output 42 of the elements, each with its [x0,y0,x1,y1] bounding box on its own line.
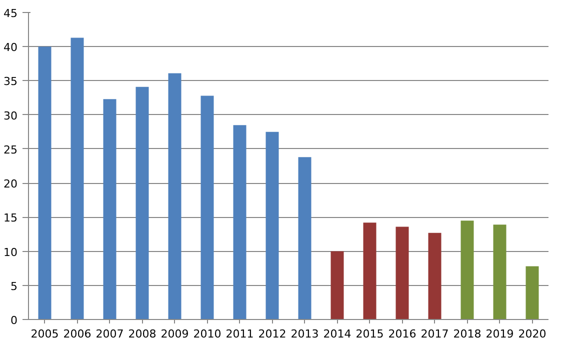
y-tick-label: 25 [4,143,18,156]
x-tick-label: 2006 [63,328,92,340]
x-tick-label: 2016 [388,328,416,340]
x-tick-label: 2012 [258,328,286,340]
x-tick-label: 2013 [290,328,319,340]
bar [428,232,442,320]
x-tick-label: 2010 [193,328,222,340]
bar [136,86,149,320]
x-tick-label: 2008 [128,328,156,340]
y-tick-label: 15 [4,212,18,225]
x-tick-label: 2020 [518,328,546,340]
bar [330,251,344,320]
bar [103,99,116,320]
bar [460,220,474,320]
y-tick-label: 5 [10,280,18,293]
bar [200,96,214,320]
y-tick-label: 40 [4,41,18,54]
x-tick-label: 2019 [486,328,514,340]
x-tick-label: 2018 [453,328,482,340]
bar [396,226,409,320]
x-tick-label: 2011 [226,328,254,340]
y-tick-label: 10 [4,246,18,259]
x-tick-label: 2017 [420,328,449,340]
bar [233,125,246,320]
x-tick-label: 2015 [356,328,384,340]
bar [266,132,279,320]
bar [363,222,376,320]
bar [70,38,84,320]
bar [526,266,539,320]
bar [38,46,52,320]
x-tick-label: 2007 [96,328,124,340]
x-tick-label: 2009 [160,328,189,340]
bar [493,224,506,320]
x-tick-label: 2014 [323,328,352,340]
y-tick-label: 0 [10,314,18,327]
y-tick-label: 45 [4,7,18,20]
y-tick-label: 20 [4,178,18,191]
y-tick-label: 30 [4,109,18,122]
bar [298,157,312,320]
y-tick-label: 35 [4,75,18,88]
bar [168,73,182,320]
x-tick-label: 2005 [30,328,59,340]
